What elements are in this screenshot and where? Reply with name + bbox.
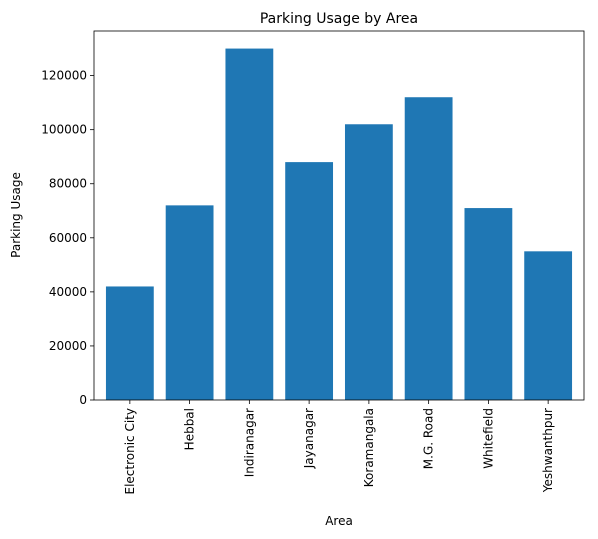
y-axis-label: Parking Usage [9,172,23,258]
x-axis: Electronic City Hebbal Indiranagar Jayanaga… [123,400,555,494]
x-tick-label: M.G. Road [422,408,436,469]
bar-jayanagar [285,162,334,400]
bar-indiranagar [225,48,274,400]
bar-whitefield [464,208,513,400]
x-axis-label: Area [325,514,353,528]
chart-title: Parking Usage by Area [260,11,418,27]
bar-hebbal [165,205,214,400]
y-tick-label: 0 [79,393,87,407]
y-tick-label: 60000 [49,231,87,245]
y-axis: 0 20000 40000 60000 80000 100000 120000 [41,69,94,407]
x-tick-label: Yeshwanthpur [541,408,555,493]
y-tick-label: 40000 [49,285,87,299]
x-tick-label: Jayanagar [302,408,316,469]
y-tick-label: 100000 [41,123,87,137]
y-tick-label: 20000 [49,339,87,353]
bars-group [105,48,573,400]
bar-koramangala [344,124,393,400]
x-tick-label: Electronic City [123,408,137,494]
x-tick-label: Koramangala [362,408,376,487]
plot-frame [93,30,585,401]
y-tick-label: 80000 [49,177,87,191]
x-tick-label: Indiranagar [242,408,256,477]
bar-yeshwanthpur [524,251,573,400]
bar-electronic-city [105,286,154,400]
y-tick-label: 120000 [41,69,87,83]
x-tick-label: Whitefield [481,408,495,469]
bar-m-g-road [404,97,453,400]
x-tick-label: Hebbal [183,408,197,450]
